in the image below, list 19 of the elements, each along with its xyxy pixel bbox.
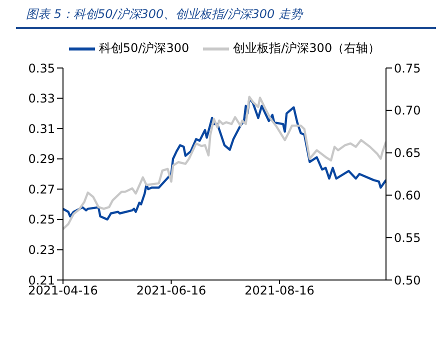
y-tick-label: 0.23 [28,242,55,257]
y2-tick-label: 0.55 [394,230,421,245]
y2-tick-label: 0.75 [394,61,421,76]
x-tick-label: 2021-08-16 [244,284,314,298]
y-tick-label: 0.35 [28,61,55,76]
x-tick-label: 2021-04-16 [28,284,98,298]
y2-tick-label: 0.60 [394,188,421,202]
y-tick-label: 0.33 [28,92,55,106]
y2-tick-label: 0.65 [394,146,421,160]
y-tick-label: 0.25 [28,212,55,227]
y2-tick-label: 0.50 [394,273,421,288]
y-tick-label: 0.27 [28,182,55,196]
x-tick-label: 2021-06-16 [136,284,206,298]
y-tick-label: 0.31 [28,122,55,136]
chart-title: 图表 5：科创50/沪深300、创业板指/沪深300 走势 [26,7,302,21]
y-tick-label: 0.29 [28,152,55,166]
y2-tick-label: 0.70 [394,104,421,118]
legend-label: 科创50/沪深300 [98,40,190,57]
legend-label: 创业板指/沪深300（右轴） [233,40,380,57]
